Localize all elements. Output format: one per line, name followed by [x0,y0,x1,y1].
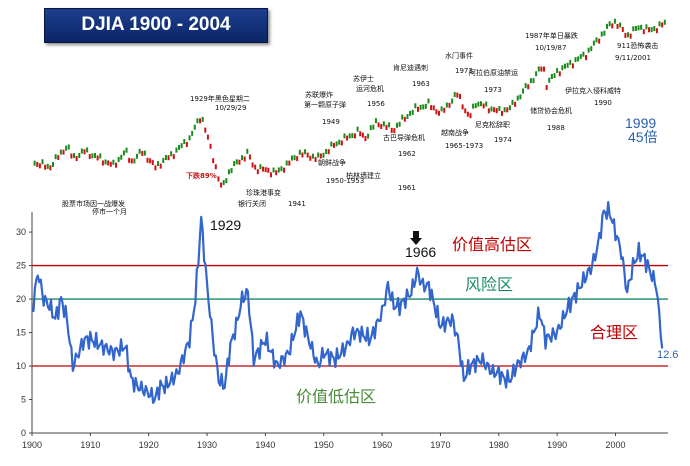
y-tick-label: 0 [21,428,26,438]
djia-annotation: 股票市场因一战爆发 [62,199,125,208]
djia-annotation: 9/11/2001 [615,54,651,62]
djia-annotation: 1965-1973 [445,142,483,150]
djia-annotation: 停市一个月 [92,207,127,216]
djia-annotation: 肯尼迪遇刺 [393,63,428,72]
djia-annotation: 1987年单日暴跌 [525,31,578,40]
x-tick-label: 1990 [547,440,567,450]
x-tick-label: 2000 [605,440,625,450]
djia-annotation: 911恐怖袭击 [617,41,658,50]
djia-annotation: 1990 [594,99,612,107]
y-tick-label: 15 [16,328,26,338]
djia-annotation: 10/29/29 [215,104,246,112]
djia-annotation: 第一颗原子弹 [304,100,346,109]
djia-annotation: 1988 [547,124,565,132]
x-tick-label: 1970 [430,440,450,450]
djia-annotation: 1973 [455,67,473,75]
zone-label-low: 价值低估区 [296,387,376,406]
y-tick-label: 25 [16,261,26,271]
x-tick-label: 1910 [80,440,100,450]
pe-series-line [31,201,664,404]
djia-annotation: 1973 [484,86,502,94]
axis-ticks: 0 5 10 15 20 25 30 1900 1910 1920 1930 1940 1950 1960… [16,227,626,450]
peak-label-1966: 1966 [405,244,436,260]
djia-annotation: 尼克松辞职 [475,120,510,129]
zone-label-risk: 风险区 [465,275,513,294]
arrow-down-icon [410,231,422,245]
djia-annotation: 储贷协会危机 [530,106,572,115]
title-banner: DJIA 1900 - 2004 [44,8,268,43]
y-tick-label: 20 [16,294,26,304]
djia-annotation: 1929年黑色星期二 [190,94,250,103]
zone-labels: 价值高估区 风险区 合理区 价值低估区 [296,235,638,406]
x-tick-label: 1960 [372,440,392,450]
djia-annotation: 1963 [412,80,430,88]
peak-label-1929: 1929 [210,217,241,233]
x-tick-label: 1930 [197,440,217,450]
djia-annotation: 苏伊士 [353,74,374,83]
djia-annotation: 1950-1953 [326,177,364,185]
djia-annotation: 运河危机 [356,84,384,93]
peak-labels: 1929 1966 1999 45倍 12.6 [210,115,678,361]
djia-annotation: 越南战争 [441,128,469,137]
djia-annotation: 柏林墙建立 [346,171,381,180]
chart-title: DJIA 1900 - 2004 [81,14,231,35]
x-tick-label: 1950 [314,440,334,450]
zone-label-high: 价值高估区 [452,235,532,254]
djia-annotation: 水门事件 [445,51,473,60]
y-tick-label: 30 [16,227,26,237]
djia-annotation: 1961 [398,184,416,192]
djia-annotation: 银行关闭 [238,199,266,208]
x-tick-label: 1920 [139,440,159,450]
reference-lines [32,264,668,367]
x-tick-label: 1980 [489,440,509,450]
pe-chart: 0 5 10 15 20 25 30 1900 1910 1920 1930 1940 1950 1960… [16,115,678,450]
y-tick-label: 10 [16,361,26,371]
djia-annotation: 阿拉伯原油禁运 [469,68,518,77]
djia-annotation: 珍珠港事变 [246,188,281,197]
end-value-label: 12.6 [657,349,678,361]
y-tick-label: 5 [21,395,26,405]
djia-annotation: 1956 [367,100,385,108]
djia-annotation: 10/19/87 [535,44,566,52]
peak-label-45x: 45倍 [628,129,658,145]
djia-annotation: 1962 [398,150,416,158]
djia-annotation: 伊拉克入侵科威特 [565,86,621,95]
djia-annotation: 1941 [288,200,306,208]
djia-annotation: 朝鲜战争 [318,158,346,167]
djia-annotation: 1949 [322,118,340,126]
peak-label-1999: 1999 [625,115,656,131]
djia-annotation: 下跌89% [186,171,217,180]
x-tick-label: 1940 [255,440,275,450]
djia-annotation: 1974 [494,136,512,144]
djia-annotation: 苏联爆炸 [305,90,333,99]
djia-annotation: 古巴导弹危机 [383,133,425,142]
zone-label-fair: 合理区 [590,323,638,342]
x-tick-label: 1900 [22,440,42,450]
